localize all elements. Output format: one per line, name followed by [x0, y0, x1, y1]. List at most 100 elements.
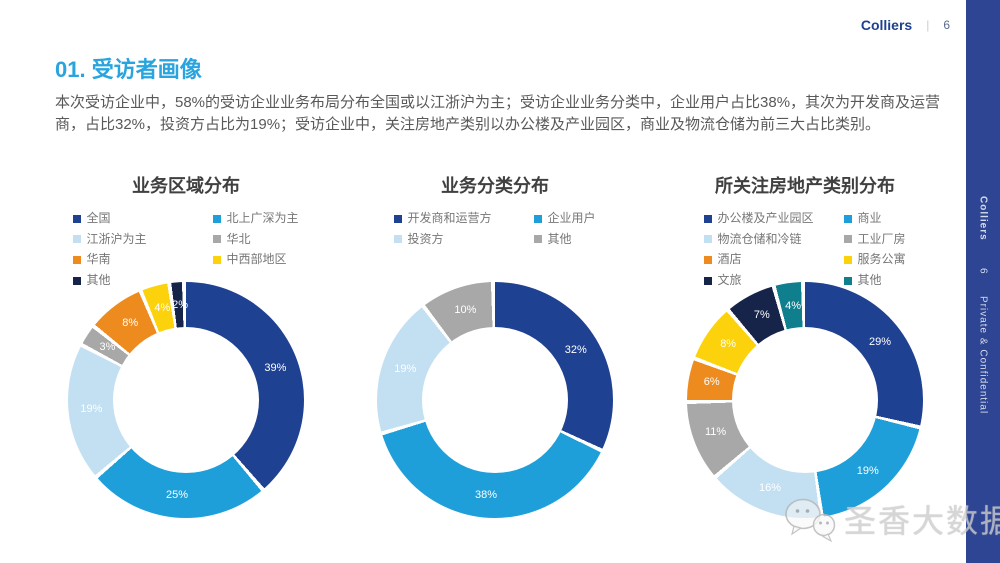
colliers-logo-text: Colliers [860, 17, 913, 33]
legend-label: 物流仓储和冷链 [717, 231, 802, 246]
legend-label: 商业 [857, 211, 882, 225]
header-divider: | [926, 18, 930, 32]
chart-legend: 全国 北上广深为主江浙沪为主 华北华南 中西部地区其他 [40, 211, 332, 288]
legend-label: 华北 [226, 231, 251, 246]
chart-business-region: 业务区域分布 全国 北上广深为主江浙沪为主 华北华南 中西部地区其他 39% 25% 19… [40, 172, 332, 532]
legend-item: 其他 [73, 273, 213, 289]
segment-value-label: 11% [705, 426, 727, 439]
chart-property-type: 所关注房地产类别分布 办公楼及产业园区 商业物流仓储和冷链 工业厂房酒店 服务公寓 文旅… [659, 172, 951, 532]
legend-label: 开发商和运营方 [407, 211, 492, 225]
legend-item: 华南 [73, 252, 213, 268]
legend-swatch [73, 255, 82, 264]
legend-item: 中西部地区 [213, 252, 298, 268]
legend-item: 全国 [73, 211, 213, 227]
legend-label: 投资方 [407, 231, 444, 246]
chart-business-category: 业务分类分布 开发商和运营方 企业用户投资方 其他 32% 38% 19% 10% [349, 172, 641, 532]
legend-item: 北上广深为主 [213, 211, 299, 227]
legend-swatch [73, 214, 82, 223]
segment-value-label: 3% [99, 340, 116, 353]
chart-title: 业务区域分布 [132, 176, 240, 196]
segment-value-label: 6% [703, 376, 720, 389]
legend-swatch [704, 214, 713, 223]
segment-value-label: 10% [454, 303, 477, 316]
legend-label: 办公楼及产业园区 [717, 211, 814, 225]
donut-chart: 39% 25% 19% 3% 8% 4% 2% [68, 282, 304, 518]
summary-paragraph: 本次受访企业中，58%的受访企业业务布局分布全国或以江浙沪为主；受访企业业务分类… [55, 94, 941, 133]
segment-value-label: 8% [720, 338, 737, 351]
segment-value-label: 4% [154, 301, 171, 314]
legend-swatch [704, 235, 713, 244]
segment-value-label: 38% [474, 488, 497, 501]
legend-swatch [704, 255, 713, 264]
legend-swatch [394, 235, 403, 244]
legend-swatch [704, 276, 713, 285]
legend-swatch [844, 255, 853, 264]
segment-value-label: 7% [753, 309, 770, 322]
legend-label: 北上广深为主 [226, 211, 299, 225]
legend-item: 华北 [213, 232, 298, 248]
segment-value-label: 19% [394, 362, 417, 375]
legend-item: 酒店 [704, 252, 844, 268]
legend-label: 工业厂房 [857, 231, 906, 246]
legend-swatch [844, 214, 853, 223]
legend-swatch [213, 214, 222, 223]
segment-value-label: 2% [172, 299, 188, 312]
donut-hole [113, 327, 259, 473]
segment-value-label: 25% [166, 488, 189, 501]
segment-value-label: 16% [759, 482, 782, 495]
legend-label: 其他 [86, 272, 111, 287]
donut-hole [422, 327, 568, 473]
legend-label: 服务公寓 [857, 252, 906, 267]
legend-item: 物流仓储和冷链 [704, 232, 844, 248]
legend-label: 华南 [86, 252, 111, 267]
header: Colliers | 6 [861, 17, 950, 33]
legend-item: 企业用户 [534, 211, 596, 227]
segment-value-label: 4% [785, 299, 802, 312]
legend-swatch [73, 235, 82, 244]
wechat-icon [785, 498, 836, 543]
legend-label: 全国 [86, 211, 111, 225]
chart-title: 所关注房地产类别分布 [715, 176, 895, 196]
donut-chart: 32% 38% 19% 10% [377, 282, 613, 518]
legend-item: 江浙沪为主 [73, 232, 213, 248]
sidebar-confidential: Private & Confidential [977, 296, 989, 415]
watermark-text: 圣香大数据 [844, 503, 1000, 539]
watermark: 圣香大数据 [782, 494, 1000, 544]
legend-swatch [73, 276, 82, 285]
chart-legend: 开发商和运营方 企业用户投资方 其他 [349, 211, 641, 247]
legend-label: 其他 [547, 231, 572, 246]
legend-item: 开发商和运营方 [394, 211, 534, 227]
segment-value-label: 19% [80, 402, 103, 415]
legend-swatch [844, 276, 853, 285]
sidebar-brand: Colliers [977, 196, 989, 241]
page-number: 6 [943, 18, 950, 32]
legend-swatch [213, 255, 222, 264]
chart-title: 业务分类分布 [441, 176, 549, 196]
segment-value-label: 39% [264, 361, 287, 374]
segment-value-label: 32% [564, 343, 587, 356]
sidebar: Colliers 6 Private & Confidential [966, 0, 1000, 563]
legend-item: 服务公寓 [844, 252, 906, 268]
legend-item: 文旅 [704, 273, 844, 289]
segment-value-label: 8% [122, 317, 139, 330]
legend-item: 工业厂房 [844, 231, 906, 248]
segment-value-label: 29% [869, 335, 892, 348]
page-title: 01. 受访者画像 [55, 57, 202, 82]
legend-item: 其他 [844, 273, 905, 289]
legend-label: 江浙沪为主 [86, 231, 147, 246]
legend-swatch [213, 235, 222, 244]
legend-swatch [534, 235, 543, 244]
sidebar-page-number: 6 [977, 268, 989, 275]
legend-item: 办公楼及产业园区 [704, 211, 844, 227]
legend-label: 企业用户 [547, 211, 596, 225]
legend-item: 商业 [844, 211, 905, 227]
donut-chart: 29% 19% 16% 11% 6% 8% 7% 4% [687, 282, 923, 518]
legend-swatch [394, 214, 403, 223]
legend-swatch [534, 214, 543, 223]
donut-hole [732, 327, 878, 473]
legend-label: 中西部地区 [226, 252, 287, 267]
legend-label: 酒店 [717, 252, 742, 267]
chart-legend: 办公楼及产业园区 商业物流仓储和冷链 工业厂房酒店 服务公寓 文旅 其他 [659, 211, 951, 288]
legend-item: 投资方 [394, 232, 534, 248]
